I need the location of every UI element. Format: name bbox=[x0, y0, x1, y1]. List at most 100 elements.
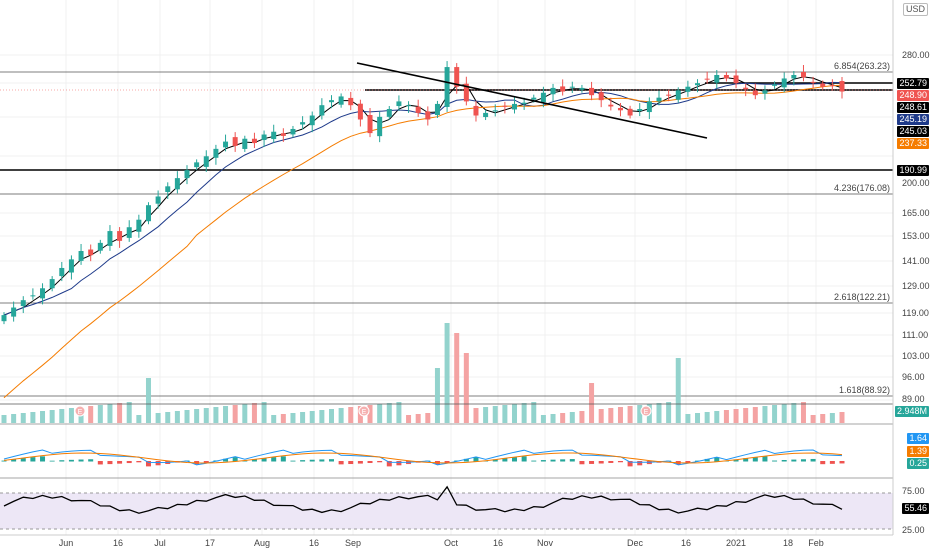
candle-body bbox=[444, 67, 450, 107]
macd-histogram-bar bbox=[377, 461, 383, 463]
macd-histogram-bar bbox=[839, 461, 845, 464]
candle-body bbox=[145, 205, 151, 222]
currency-label[interactable]: USD bbox=[903, 3, 929, 16]
volume-bar bbox=[820, 414, 826, 423]
volume-bar bbox=[839, 412, 845, 423]
macd-histogram-bar bbox=[521, 456, 527, 462]
volume-bar bbox=[242, 404, 248, 423]
earnings-marker-label: E bbox=[362, 409, 367, 416]
macd-histogram-bar bbox=[463, 458, 469, 462]
macd-histogram-bar bbox=[203, 461, 209, 463]
macd-histogram-bar bbox=[338, 461, 344, 465]
volume-bar bbox=[174, 411, 180, 423]
volume-bar bbox=[338, 408, 344, 423]
macd-histogram-bar bbox=[136, 461, 142, 463]
candle-body bbox=[386, 109, 392, 117]
rsi-tick-label: 25.00 bbox=[902, 525, 925, 535]
candle-body bbox=[20, 300, 26, 307]
time-tick-label: 16 bbox=[309, 538, 319, 548]
candle-body bbox=[49, 279, 55, 289]
candle-body bbox=[377, 116, 383, 137]
candle-body bbox=[512, 103, 518, 110]
candle-body bbox=[367, 115, 373, 134]
volume-bar bbox=[145, 378, 151, 423]
candle-body bbox=[415, 106, 421, 113]
volume-bar bbox=[627, 406, 633, 423]
price-tick-label: 119.00 bbox=[902, 308, 929, 318]
candle-body bbox=[425, 111, 431, 120]
candle-body bbox=[762, 90, 768, 94]
volume-bar bbox=[261, 402, 267, 423]
candle-body bbox=[685, 86, 691, 92]
candle-body bbox=[569, 86, 575, 88]
time-tick-label: 16 bbox=[113, 538, 123, 548]
price-tick-label: 153.00 bbox=[902, 231, 930, 241]
volume-bar bbox=[560, 413, 566, 423]
candle-body bbox=[829, 85, 835, 87]
time-tick-label: Jun bbox=[59, 538, 74, 548]
candle-body bbox=[165, 186, 171, 192]
macd-histogram-bar bbox=[569, 459, 575, 462]
macd-histogram-bar bbox=[704, 458, 710, 462]
macd-histogram-bar bbox=[145, 461, 151, 467]
volume-bar bbox=[492, 406, 498, 423]
volume-bar bbox=[377, 404, 383, 423]
macd-line bbox=[3, 449, 843, 466]
volume-bar bbox=[752, 407, 758, 423]
macd-histogram-bar bbox=[550, 459, 556, 462]
volume-bar bbox=[213, 407, 219, 423]
candle-body bbox=[328, 100, 334, 103]
fib-label: 1.618(88.92) bbox=[839, 385, 890, 395]
time-tick-label: 2021 bbox=[726, 538, 746, 548]
volume-bar bbox=[772, 405, 778, 423]
macd-histogram-bar bbox=[617, 461, 623, 463]
candle-body bbox=[107, 231, 113, 246]
candle-body bbox=[589, 87, 595, 96]
macd-histogram-bar bbox=[251, 459, 257, 462]
macd-histogram-bar bbox=[232, 457, 238, 462]
macd-histogram-bar bbox=[300, 460, 306, 462]
macd-histogram-bar bbox=[309, 459, 315, 462]
macd-histogram-bar bbox=[560, 459, 566, 462]
candle-body bbox=[454, 67, 460, 87]
macd-histogram-bar bbox=[762, 456, 768, 462]
indicator-tag: 55.46 bbox=[902, 503, 929, 514]
volume-bar bbox=[463, 353, 469, 423]
candle-body bbox=[357, 103, 363, 120]
volume-bar bbox=[309, 411, 315, 423]
volume-bar bbox=[11, 414, 17, 423]
candle-body bbox=[646, 101, 652, 113]
candle-body bbox=[483, 112, 489, 118]
candle-body bbox=[348, 97, 354, 106]
macd-histogram-bar bbox=[386, 461, 392, 467]
candle-body bbox=[656, 97, 662, 102]
candle-body bbox=[752, 90, 758, 96]
candle-body bbox=[637, 109, 643, 112]
price-tag: 248.90 bbox=[897, 90, 929, 101]
candle-body bbox=[184, 170, 190, 179]
macd-histogram-bar bbox=[531, 460, 537, 462]
price-axis: 280.00 200.00 165.00 153.00 141.00 129.00 119.… bbox=[892, 0, 930, 535]
ma-fast-line bbox=[3, 76, 843, 316]
volume-bar bbox=[117, 403, 123, 423]
time-tick-label: 17 bbox=[205, 538, 215, 548]
volume-bar bbox=[454, 333, 460, 423]
candle-body bbox=[521, 102, 527, 104]
volume-bar bbox=[126, 402, 132, 423]
ma-slow-line bbox=[3, 84, 843, 399]
volume-bar bbox=[666, 402, 672, 423]
macd-histogram-bar bbox=[1, 460, 7, 462]
volume-bar bbox=[40, 411, 46, 423]
time-tick-label: 16 bbox=[681, 538, 691, 548]
volume-bar bbox=[348, 407, 354, 423]
macd-histogram-bar bbox=[11, 459, 17, 462]
volume-bar bbox=[290, 413, 296, 423]
price-tag: 252.79 bbox=[897, 78, 929, 89]
macd-histogram-bar bbox=[68, 459, 74, 462]
volume-bar bbox=[810, 415, 816, 423]
ma-mid-line bbox=[3, 81, 843, 316]
volume-bar bbox=[203, 408, 209, 423]
volume-bar bbox=[165, 412, 171, 423]
volume-bar bbox=[540, 415, 546, 423]
